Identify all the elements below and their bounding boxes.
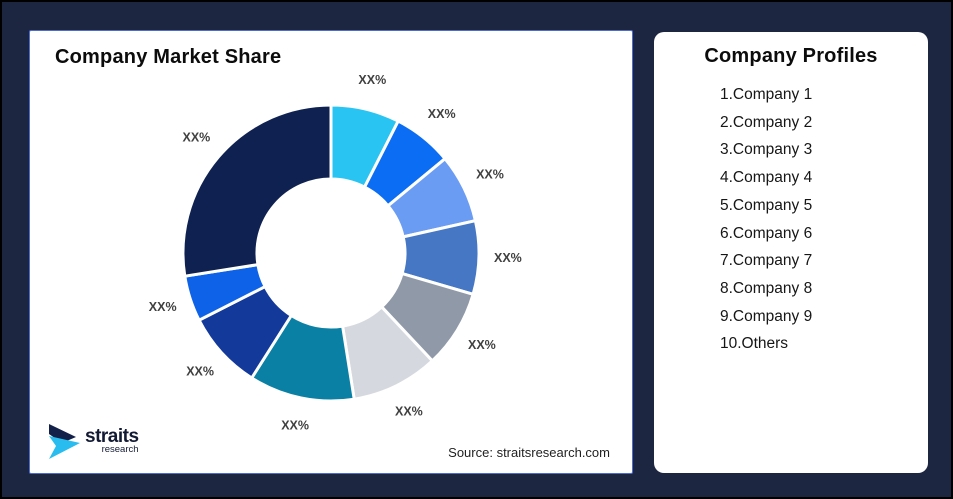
company-profile-item: 3.Company 3 xyxy=(720,141,813,159)
donut-slice-10[interactable] xyxy=(181,103,333,278)
slice-label-1: XX% xyxy=(358,73,386,87)
company-profiles-card: Company Profiles 1.Company 1 2.Company 2… xyxy=(654,32,928,473)
company-profile-item: 1.Company 1 xyxy=(720,86,813,103)
slice-label-4: XX% xyxy=(494,251,522,265)
straits-logo-icon xyxy=(49,424,80,459)
slice-label-9: XX% xyxy=(149,300,177,314)
source-note: Source: straitsresearch.com xyxy=(448,445,610,460)
company-profile-item: 9.Company 9 xyxy=(720,307,813,325)
company-profile-item: 8.Company 8 xyxy=(720,279,813,297)
company-profile-item: 5.Company 5 xyxy=(720,196,813,214)
straits-research-logo: straits research xyxy=(46,421,139,461)
company-profiles-list: 1.Company 1 2.Company 2 3.Company 3 4.Co… xyxy=(654,81,928,358)
slice-label-10: XX% xyxy=(183,130,211,144)
company-profile-item: 2.Company 2 xyxy=(720,113,813,131)
slice-label-5: XX% xyxy=(468,338,496,352)
slice-label-8: XX% xyxy=(186,364,214,378)
brand-name: straits xyxy=(85,426,139,448)
company-profile-item: 10.Others xyxy=(720,335,789,353)
brand-text: straits research xyxy=(85,427,139,455)
donut-chart: XX% XX% XX% XX% XX% XX% XX% XX% XX% XX% xyxy=(149,73,522,433)
market-share-card: Company Market Share XX% XX% XX% XX% XX% XX% X… xyxy=(29,30,633,474)
slice-label-7: XX% xyxy=(281,419,309,433)
company-profile-item: 7.Company 7 xyxy=(720,252,813,270)
company-profile-item: 4.Company 4 xyxy=(720,169,813,187)
chart-title: Company Market Share xyxy=(55,46,282,68)
slice-label-6: XX% xyxy=(395,404,423,418)
company-profile-item: 6.Company 6 xyxy=(720,224,813,242)
slice-label-2: XX% xyxy=(428,107,456,121)
slice-label-3: XX% xyxy=(476,167,504,181)
brand-tagline: research xyxy=(101,444,139,456)
company-profiles-title: Company Profiles xyxy=(704,45,878,67)
